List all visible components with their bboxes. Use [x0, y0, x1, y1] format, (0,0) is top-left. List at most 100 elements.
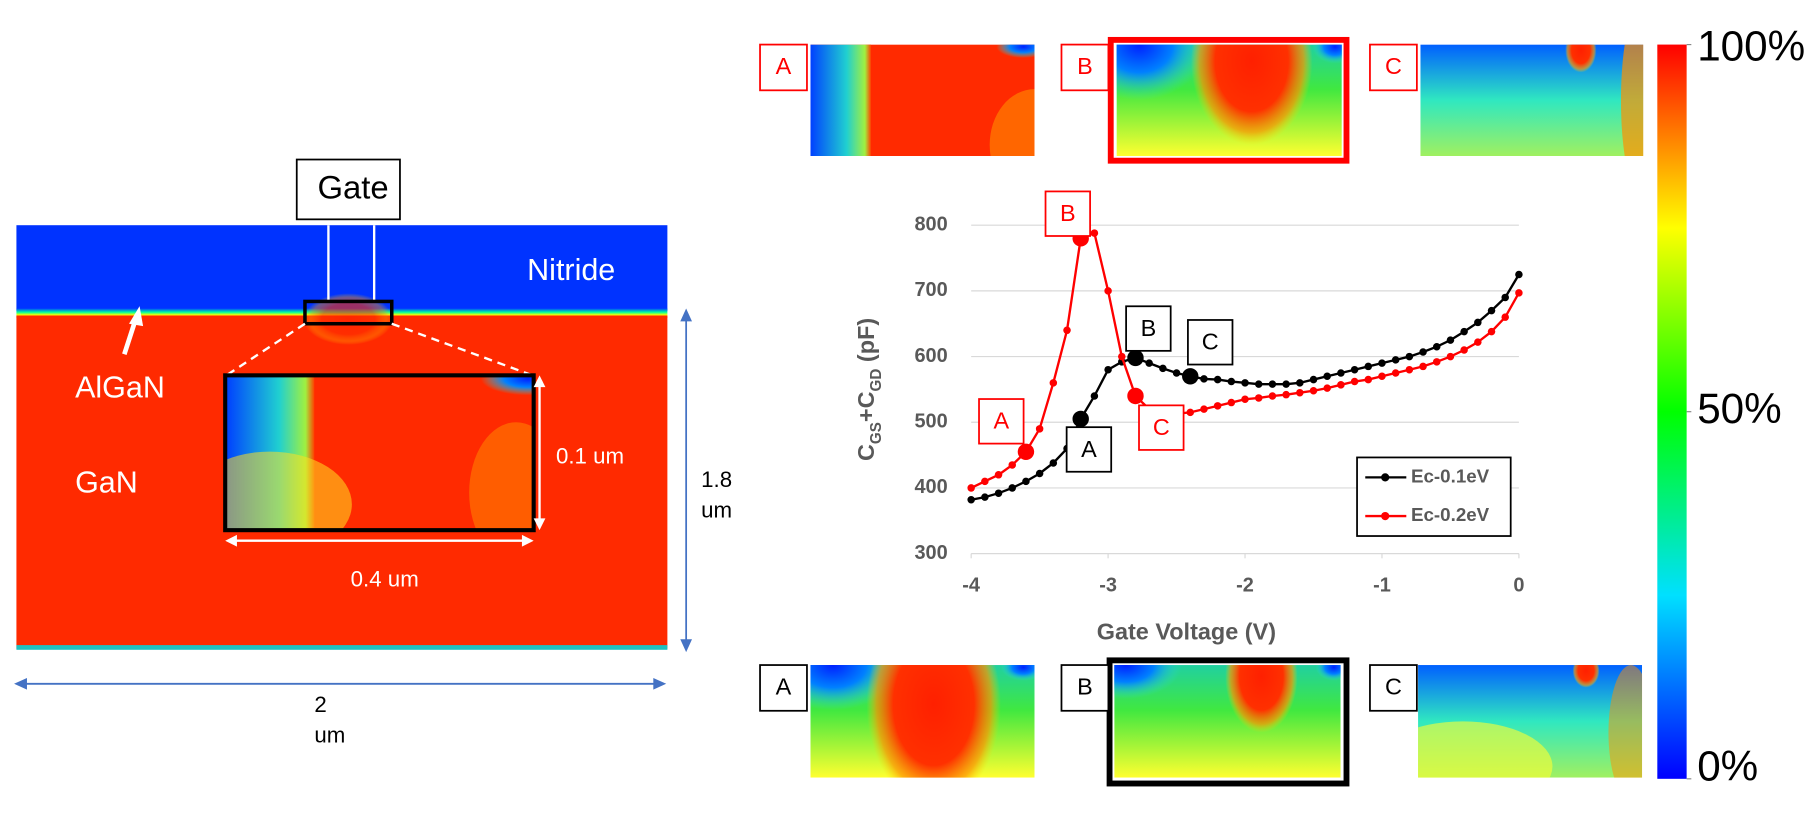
snapshot-frame [1107, 36, 1350, 164]
annotation-box [978, 398, 1025, 445]
gan-label: GaN [75, 465, 138, 499]
field [1565, 44, 1597, 73]
field [1225, 665, 1298, 733]
y-tick-label: 500 [914, 411, 947, 433]
snapshot-image [1420, 44, 1644, 157]
annotation-box [1138, 404, 1185, 451]
inset-width-label: 0.4 um [351, 566, 419, 591]
arrowhead [653, 677, 667, 690]
inset-height-label: 0.1 um [556, 443, 624, 468]
field [1312, 44, 1342, 64]
width-label: 2 um [314, 693, 346, 749]
legend-box [1356, 456, 1512, 537]
data-point [1296, 379, 1304, 387]
data-point [1350, 377, 1359, 386]
zoom-line [225, 322, 306, 377]
field [1608, 665, 1643, 778]
data-point [1432, 358, 1441, 366]
data-point [1282, 390, 1290, 399]
y-axis-title-part: GD [867, 369, 884, 392]
data-point [994, 471, 1003, 479]
data-point [1200, 375, 1208, 383]
data-point [1405, 352, 1414, 361]
legend-label: Ec-0.2eV [1411, 504, 1490, 525]
bottom-layer [16, 645, 668, 650]
data-point [1405, 365, 1414, 374]
data-point [1487, 306, 1496, 315]
data-point [1296, 388, 1304, 397]
nitride-label: Nitride [527, 253, 615, 287]
snapshot-letter-box [1369, 664, 1418, 712]
data-point [1008, 484, 1016, 492]
data-point [1364, 375, 1373, 384]
data-point [1200, 405, 1208, 413]
annotation-label: B [1141, 315, 1157, 341]
data-point [1391, 356, 1400, 364]
annotation-box [1044, 190, 1091, 237]
y-tick-label: 600 [914, 345, 947, 367]
annotation-label: A [1081, 436, 1097, 462]
data-point [1419, 362, 1427, 371]
data-point [1254, 394, 1263, 402]
y-axis-title-part: +C [853, 391, 879, 422]
annotation-label: C [1202, 329, 1219, 355]
zoom-line [391, 322, 533, 377]
field [1420, 44, 1644, 157]
field [1418, 721, 1553, 778]
data-point [1268, 392, 1277, 400]
snapshot-letter: B [1077, 53, 1093, 79]
data-point [1213, 375, 1222, 384]
snapshot-image [810, 44, 1035, 157]
data-point [1350, 365, 1359, 374]
arrowhead [225, 534, 237, 547]
data-point [1227, 398, 1236, 407]
field [1315, 665, 1341, 681]
data-point [1241, 395, 1249, 404]
snapshot-letter-box [1060, 43, 1110, 92]
data-point [994, 489, 1003, 497]
data-point [1035, 425, 1044, 433]
data-point [1309, 386, 1318, 395]
channel-spot [303, 293, 393, 345]
legend-dot [1381, 473, 1390, 482]
y-tick-label: 800 [914, 213, 947, 235]
x-tick-label: -4 [962, 575, 980, 597]
algan-arrowhead [129, 306, 144, 327]
data-point [981, 477, 989, 486]
snapshot-image [1114, 665, 1341, 778]
x-tick-label: -3 [1099, 575, 1117, 597]
data-point [1118, 352, 1126, 361]
colorbar-label: 100% [1697, 22, 1805, 69]
field [1000, 665, 1035, 681]
data-point [1090, 229, 1099, 237]
highlight-point [1182, 368, 1199, 385]
gate-label: Gate [317, 169, 388, 206]
data-point [981, 493, 989, 501]
data-point [1446, 352, 1455, 361]
snapshot-letter: C [1385, 53, 1402, 79]
data-point [1309, 375, 1318, 384]
algan-label: AlGaN [75, 370, 165, 404]
data-point [1323, 384, 1331, 392]
data-point [1323, 372, 1331, 381]
y-axis-title-part: GS [867, 422, 884, 444]
data-point [1474, 318, 1482, 327]
data-point [1474, 338, 1482, 346]
field [810, 44, 871, 157]
data-point [1501, 313, 1509, 321]
data-point [1104, 287, 1112, 295]
snapshot-letter: A [776, 53, 792, 79]
gate-box [295, 158, 401, 221]
data-point [1391, 369, 1400, 377]
x-axis-title: Gate Voltage (V) [1097, 619, 1276, 645]
data-point [1364, 362, 1373, 371]
data-point [967, 484, 975, 492]
data-point [1049, 459, 1058, 467]
data-point [1337, 381, 1345, 389]
y-tick-label: 300 [914, 542, 947, 564]
arrowhead [680, 639, 693, 653]
data-point [1186, 408, 1195, 417]
data-point [1487, 327, 1496, 336]
data-point [1419, 348, 1427, 356]
